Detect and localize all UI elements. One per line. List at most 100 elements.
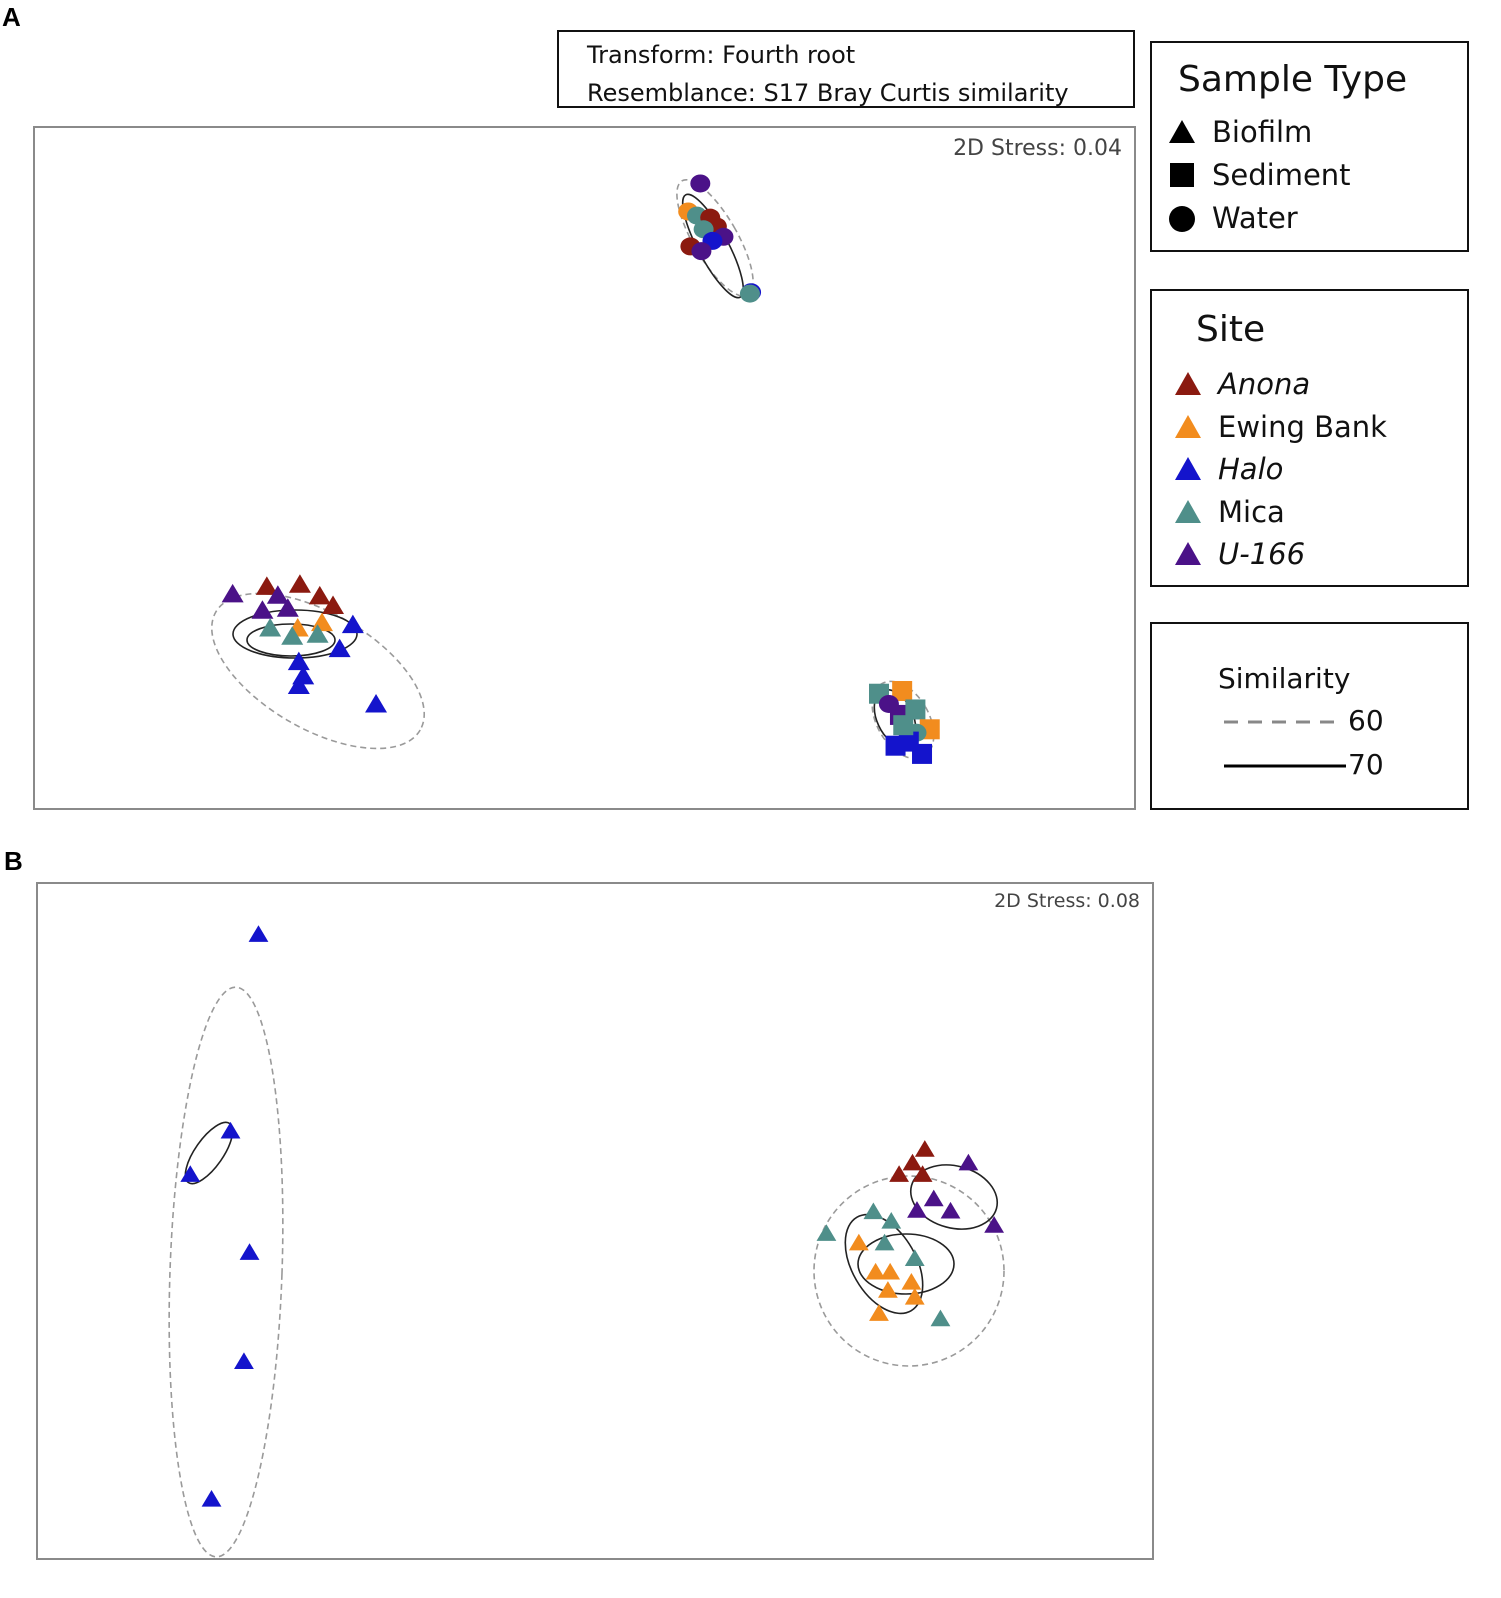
data-point: [310, 612, 333, 632]
data-point: [893, 715, 914, 736]
data-point: [940, 1201, 961, 1219]
legend-item-sediment: Sediment: [1168, 158, 1351, 192]
similarity-70-contour: [232, 609, 358, 659]
plot-b: 2D Stress: 0.08: [36, 882, 1154, 1560]
resemblance-line: Resemblance: S17 Bray Curtis similarity: [587, 79, 1069, 107]
data-point: [221, 583, 244, 603]
triangle-icon: [1175, 542, 1201, 565]
plot-a: 2D Stress: 0.04: [33, 126, 1136, 810]
data-point: [287, 675, 310, 695]
triangle-icon: [1175, 457, 1201, 480]
data-point: [259, 618, 282, 637]
data-point: [276, 598, 299, 617]
data-point: [266, 585, 289, 604]
dashed-line-icon: [1224, 720, 1340, 724]
legend-label: Anona: [1218, 367, 1311, 401]
data-point: [905, 699, 926, 720]
legend-sample-type-title: Sample Type: [1178, 59, 1408, 100]
data-point: [281, 626, 304, 645]
data-point: [308, 585, 331, 605]
similarity-60-label: 60: [1348, 704, 1384, 737]
data-point: [690, 174, 711, 193]
data-point: [984, 1216, 1005, 1233]
similarity-70-label: 70: [1348, 748, 1384, 781]
legend-site-title: Site: [1196, 309, 1266, 350]
data-point: [287, 651, 310, 671]
data-point: [923, 1189, 944, 1207]
legend-site: Site Anona Ewing Bank Halo Mica U-166: [1150, 289, 1469, 587]
data-point: [180, 1165, 201, 1182]
data-point: [869, 1304, 889, 1321]
circle-icon: [1169, 206, 1195, 232]
data-point: [239, 1243, 260, 1260]
legend-label: U-166: [1218, 537, 1306, 571]
data-point: [201, 1489, 222, 1507]
triangle-icon: [1175, 499, 1201, 523]
data-point: [691, 242, 712, 261]
legend-item-site: Ewing Bank: [1174, 410, 1387, 444]
data-point: [341, 614, 364, 634]
data-point: [881, 1212, 902, 1229]
data-point: [904, 1287, 925, 1305]
legend-item-site: U-166: [1174, 537, 1305, 571]
data-point: [904, 1249, 925, 1266]
stress-a: 2D Stress: 0.04: [953, 136, 1122, 161]
data-point: [901, 1273, 922, 1290]
data-point: [878, 1281, 898, 1298]
legend-label: Sediment: [1212, 158, 1351, 192]
stress-b: 2D Stress: 0.08: [994, 890, 1140, 912]
data-point: [907, 1201, 927, 1218]
legend-item-water: Water: [1168, 201, 1298, 235]
legend-similarity-title: Similarity: [1218, 662, 1351, 695]
legend-item-biofilm: Biofilm: [1168, 115, 1312, 149]
data-point: [880, 1262, 901, 1280]
data-point: [863, 1202, 884, 1220]
legend-sample-type: Sample Type Biofilm Sediment Water: [1150, 41, 1469, 252]
legend-label: Mica: [1218, 494, 1285, 529]
legend-label: Halo: [1218, 452, 1284, 486]
panel-b-label: B: [4, 846, 23, 876]
data-point: [892, 680, 913, 701]
data-point: [255, 576, 278, 595]
data-point: [328, 638, 351, 658]
square-icon: [1170, 163, 1194, 187]
data-point: [234, 1352, 254, 1369]
data-point: [322, 595, 345, 614]
data-point: [865, 1262, 886, 1280]
panel-a-label: A: [2, 2, 21, 32]
data-point: [306, 624, 329, 643]
triangle-icon: [1175, 372, 1201, 395]
data-point: [251, 600, 274, 619]
data-point: [848, 1233, 869, 1251]
data-point: [912, 1165, 933, 1182]
legend-item-site: Mica: [1174, 495, 1285, 529]
data-point: [889, 1165, 909, 1182]
triangle-icon: [1169, 120, 1195, 143]
data-point: [365, 693, 388, 713]
similarity-60-contour: [210, 592, 426, 750]
data-point: [914, 1140, 935, 1157]
data-point: [958, 1153, 979, 1171]
data-point: [898, 731, 919, 752]
data-point: [902, 1153, 923, 1171]
data-point: [816, 1224, 837, 1241]
nmds-plot-a: [210, 174, 940, 764]
legend-label: Water: [1212, 201, 1298, 235]
similarity-70-contour: [246, 623, 336, 657]
solid-line-icon: [1224, 764, 1346, 768]
legend-similarity: Similarity 60 70: [1150, 622, 1469, 810]
legend-label: Ewing Bank: [1218, 409, 1387, 444]
similarity-60-contour: [813, 1175, 1005, 1367]
data-point: [874, 1233, 895, 1251]
data-point: [248, 925, 269, 942]
data-point: [288, 574, 311, 593]
similarity-70-contour: [857, 1233, 955, 1295]
triangle-icon: [1175, 414, 1201, 438]
legend-item-site: Anona: [1174, 367, 1310, 401]
data-point: [739, 284, 760, 303]
data-point: [930, 1309, 951, 1327]
transform-box: Transform: Fourth root Resemblance: S17 …: [557, 30, 1135, 108]
legend-item-site: Halo: [1174, 452, 1283, 486]
data-point: [220, 1121, 241, 1139]
legend-label: Biofilm: [1212, 115, 1313, 149]
